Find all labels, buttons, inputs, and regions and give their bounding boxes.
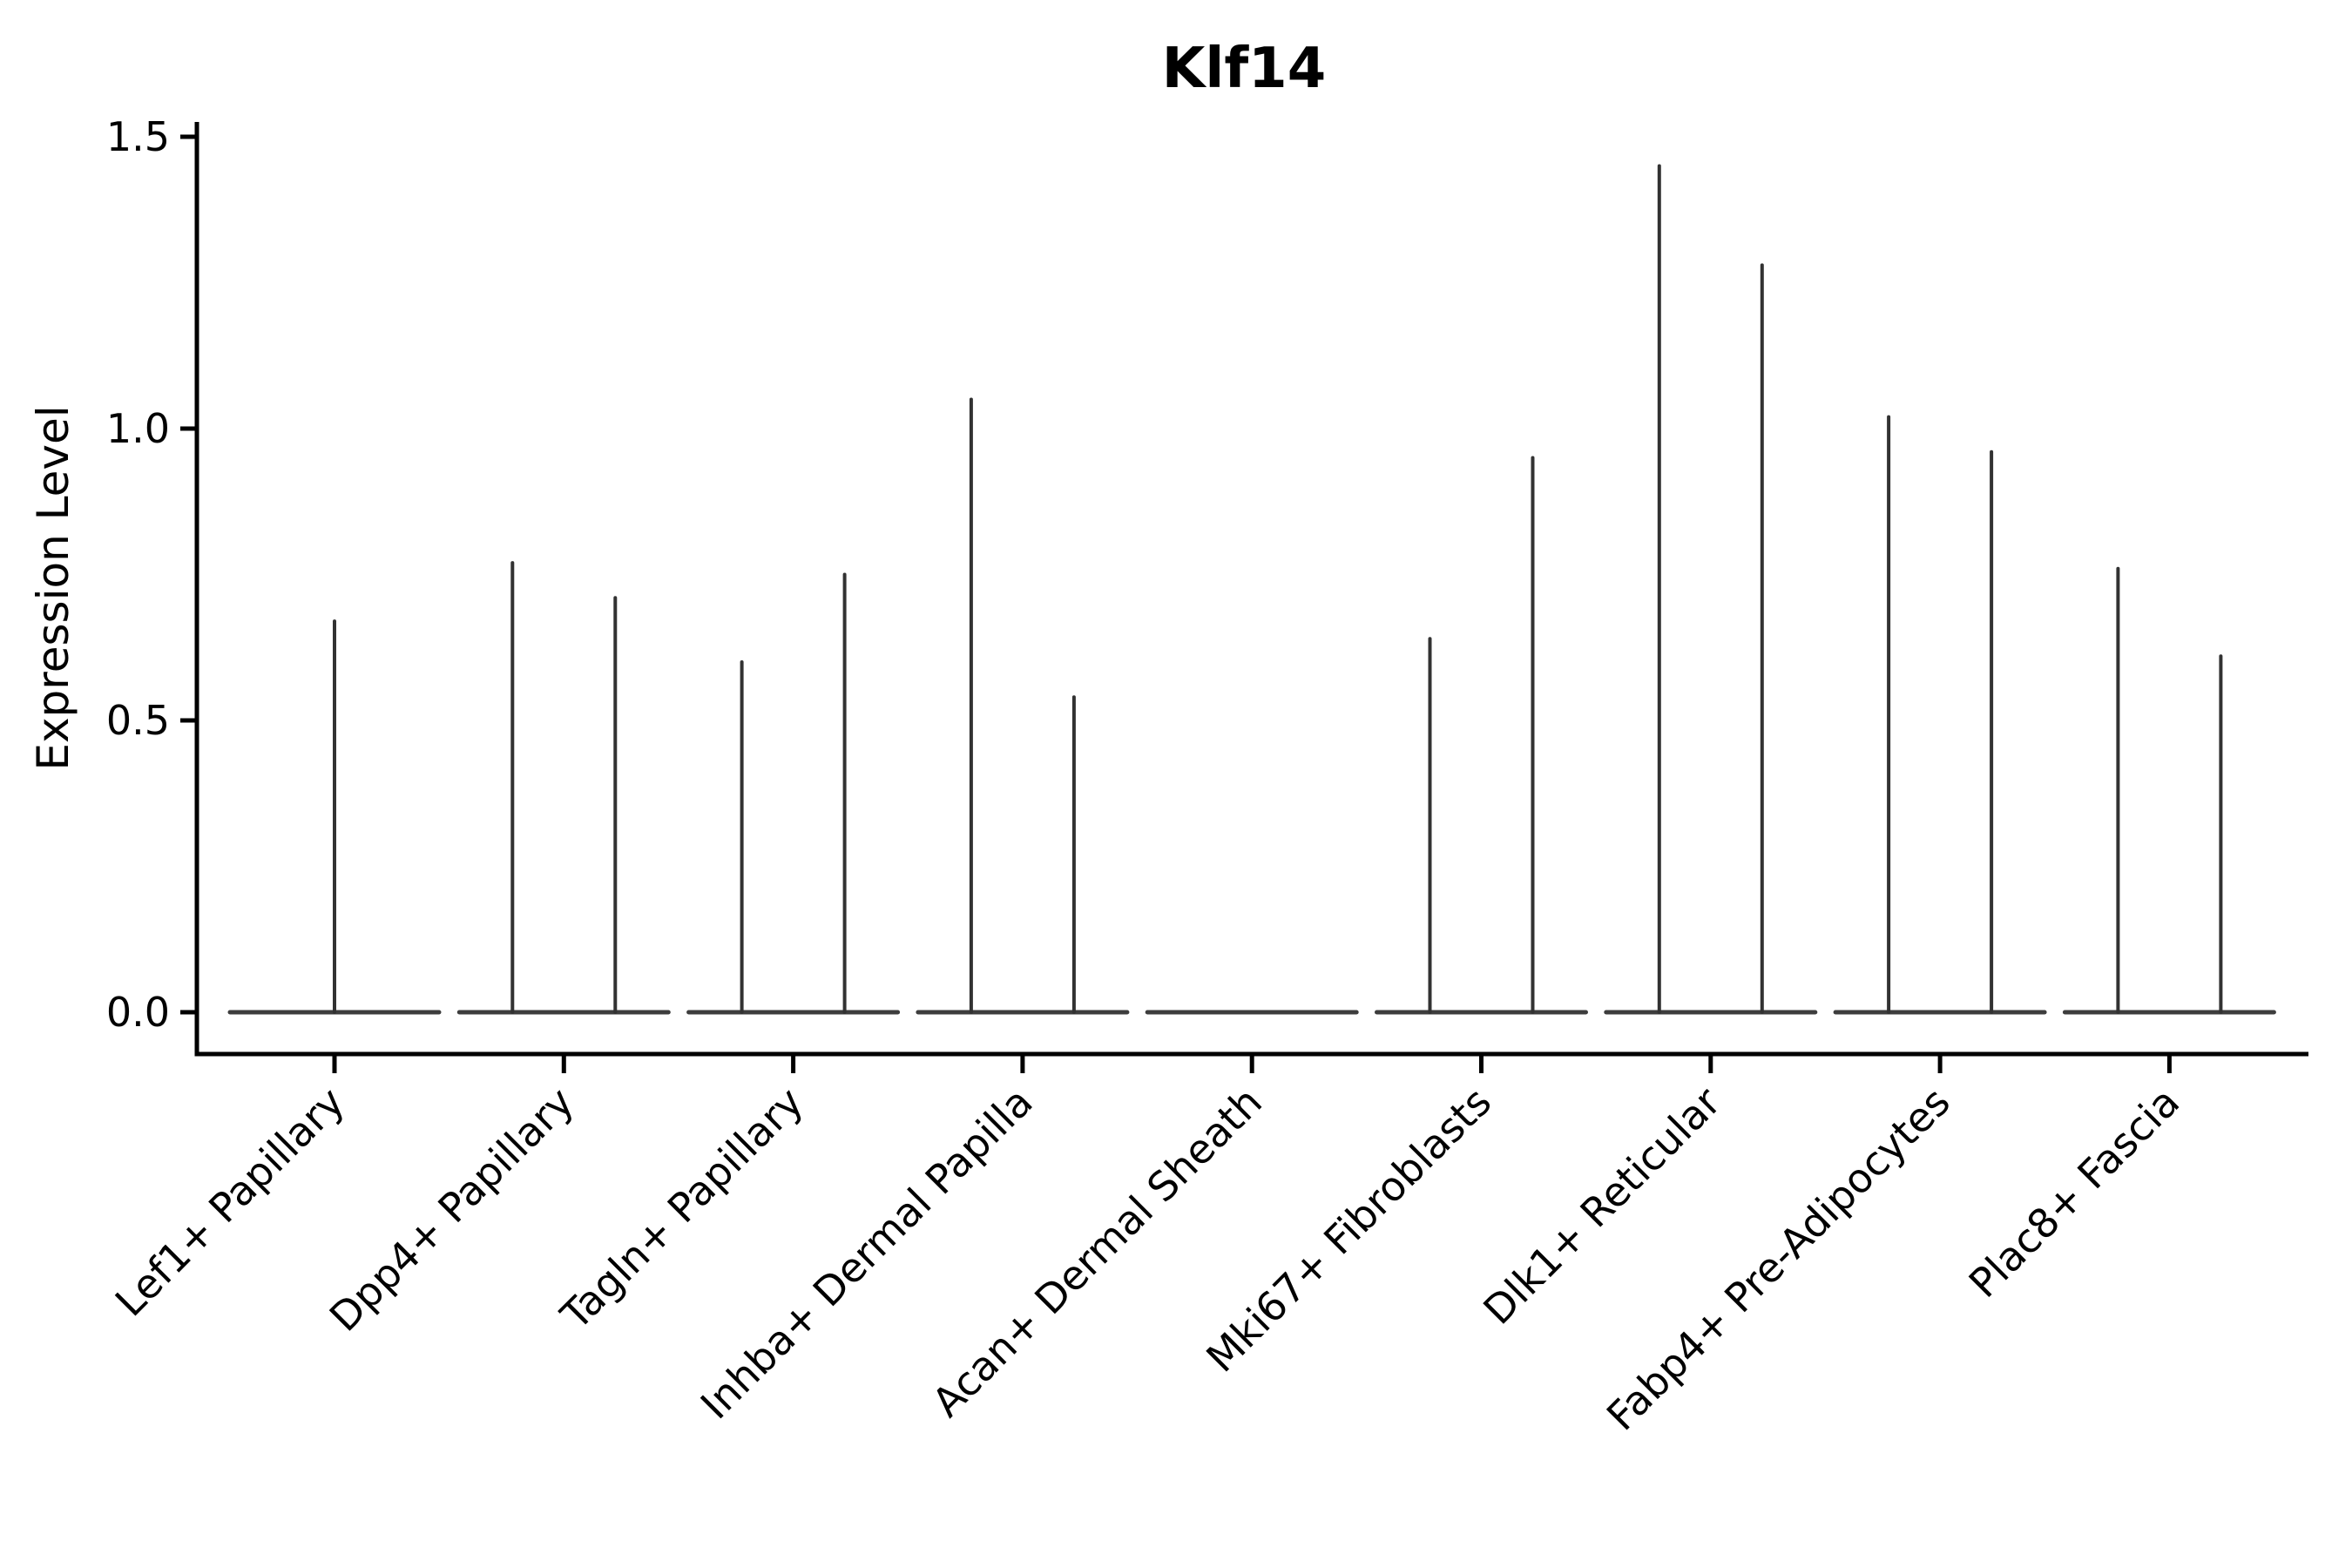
violin-group bbox=[916, 397, 1130, 1015]
x-tick-label: Dpp4+ Papillary bbox=[321, 1078, 583, 1341]
axes-layer bbox=[180, 122, 2308, 1073]
y-tick-label: 1.5 bbox=[106, 113, 170, 160]
chart-title: Klf14 bbox=[1162, 37, 1326, 101]
x-tick-label: Dlk1+ Reticular bbox=[1474, 1078, 1729, 1334]
y-axis-label: Expression Level bbox=[28, 405, 78, 770]
x-tick-label: Lef1+ Papillary bbox=[106, 1078, 354, 1326]
x-tick-label: Tagln+ Papillary bbox=[551, 1078, 813, 1340]
violin-group bbox=[1375, 456, 1588, 1015]
violin-group bbox=[686, 572, 901, 1015]
y-tick-label: 1.0 bbox=[106, 405, 170, 452]
y-tick-label: 0.5 bbox=[106, 697, 170, 744]
violin-group bbox=[456, 561, 671, 1015]
violin-group bbox=[1833, 415, 2047, 1015]
violin-group bbox=[227, 619, 442, 1015]
y-tick-label: 0.0 bbox=[106, 989, 170, 1036]
violin-group bbox=[2062, 566, 2276, 1015]
violin-layer bbox=[227, 164, 2276, 1015]
x-tick-label: Plac8+ Fascia bbox=[1960, 1078, 2188, 1307]
violin-group bbox=[1604, 164, 1818, 1015]
